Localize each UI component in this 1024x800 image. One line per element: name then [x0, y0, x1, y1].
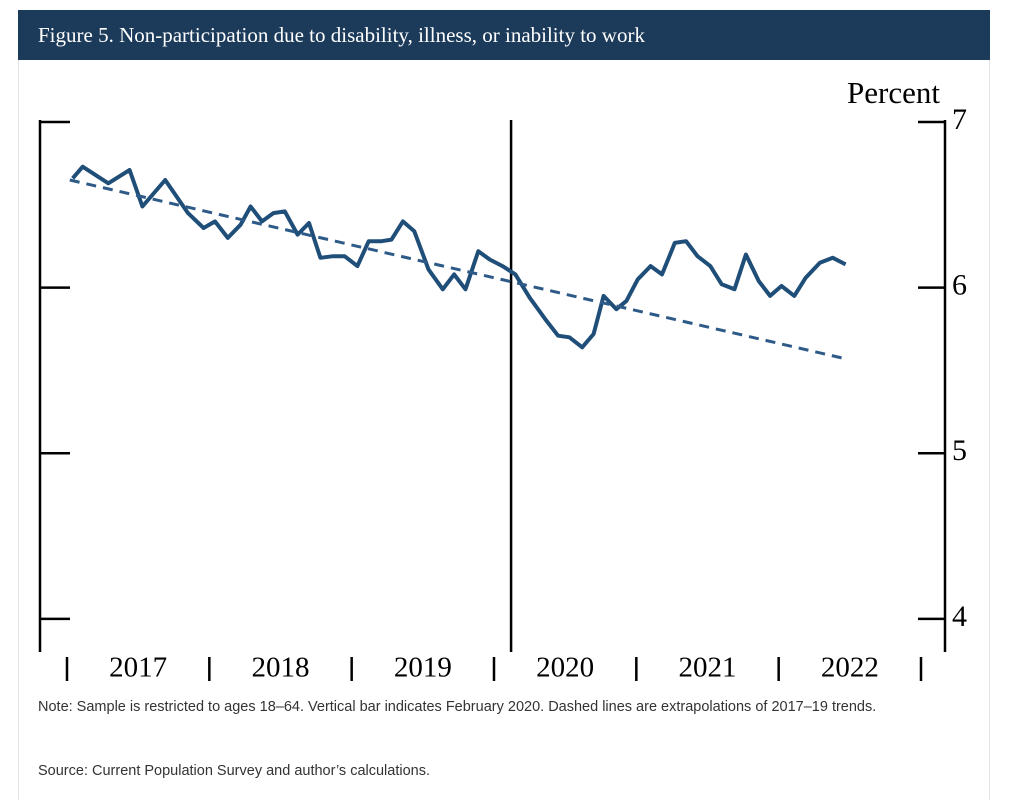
- frame: [18, 10, 990, 800]
- figure-title: Figure 5. Non-participation due to disab…: [18, 10, 990, 60]
- y-tick-label: 7: [952, 103, 967, 136]
- x-tick-label: 2022: [821, 652, 879, 684]
- x-tick-label: 2019: [394, 652, 452, 684]
- line-series: [69, 178, 846, 361]
- y-tick-label: 5: [952, 434, 967, 467]
- line-series: [71, 164, 847, 350]
- x-tick-label: 2018: [252, 652, 310, 684]
- x-tick-label: 2017: [109, 652, 167, 684]
- source: Source: Current Population Survey and au…: [38, 763, 430, 779]
- x-tick-label: 2020: [536, 652, 594, 684]
- chart: Percent 4 5 6 7 2017 2018 2019 2020 2021 2022: [38, 75, 967, 684]
- y-axis-label: Percent: [847, 75, 940, 110]
- y-tick-label: 4: [952, 600, 967, 633]
- y-tick-label: 6: [952, 269, 967, 302]
- x-tick-label: 2021: [679, 652, 737, 684]
- note: Note: Sample is restricted to ages 18–64…: [38, 699, 877, 715]
